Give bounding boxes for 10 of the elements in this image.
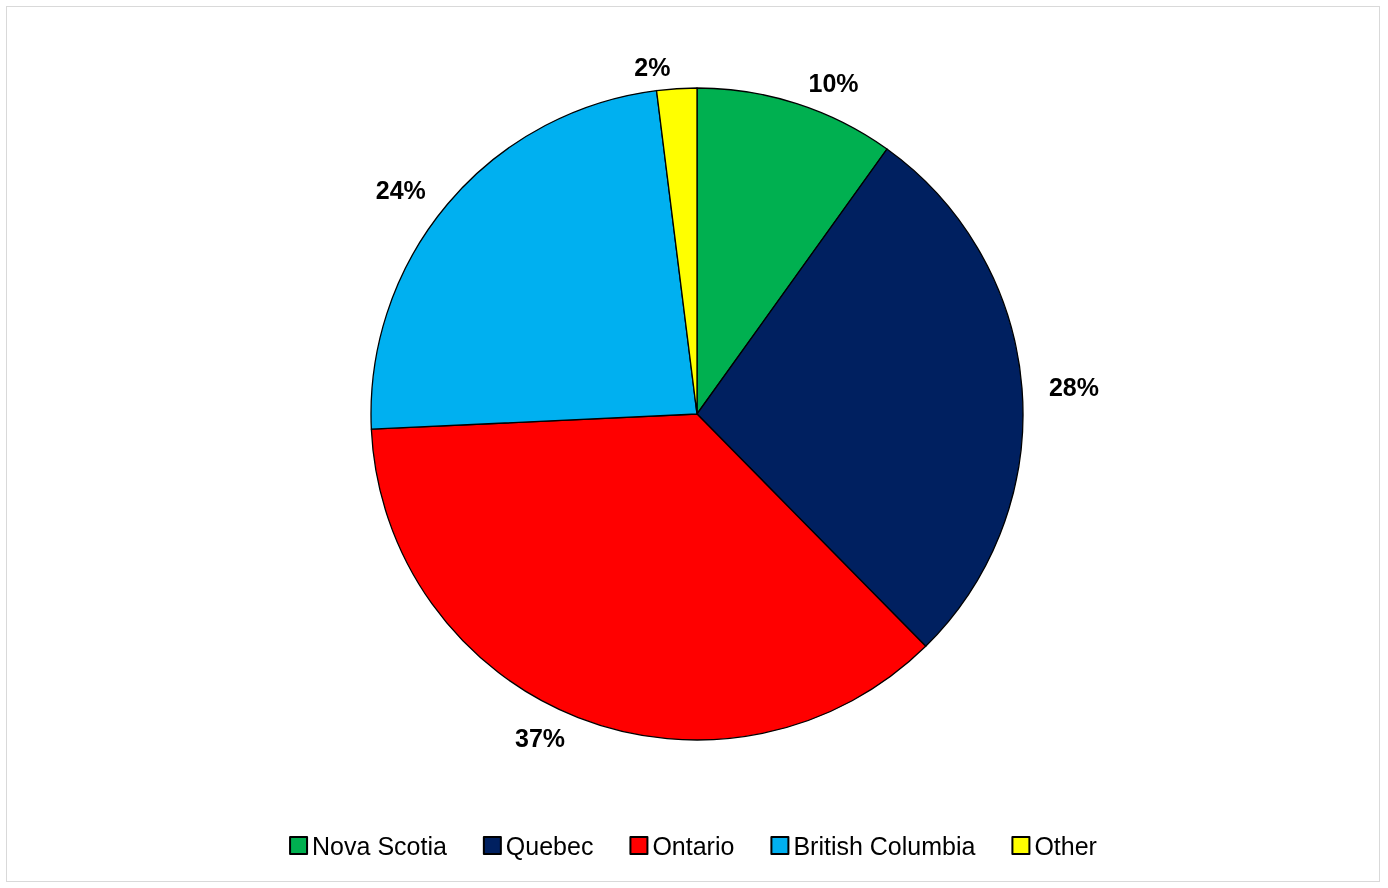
legend-label: Ontario: [652, 831, 735, 860]
data-label: 28%: [1048, 372, 1099, 401]
data-label: 10%: [808, 68, 859, 97]
legend-label: Quebec: [505, 831, 594, 860]
data-label: 2%: [634, 52, 671, 81]
data-label: 24%: [375, 175, 426, 204]
legend-label: Other: [1034, 831, 1097, 860]
legend-label: British Columbia: [793, 831, 976, 860]
data-label: 37%: [515, 724, 566, 753]
legend-label: Nova Scotia: [312, 831, 447, 860]
